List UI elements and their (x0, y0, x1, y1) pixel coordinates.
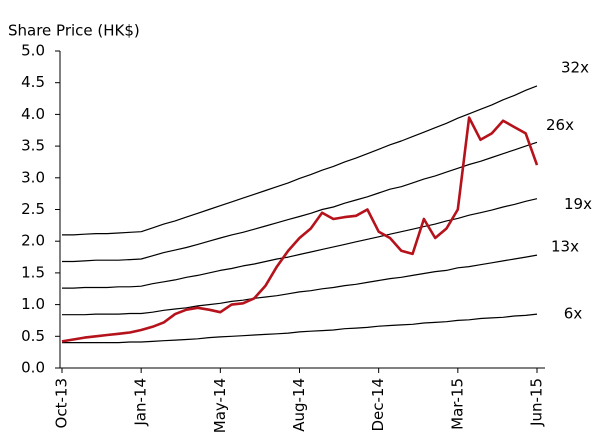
y-tick-label: 0.0 (21, 359, 45, 377)
y-tick-label: 1.5 (21, 263, 45, 281)
pe-band-line (62, 313, 538, 344)
pe-band-line (62, 85, 538, 236)
x-tick-label: Oct-13 (53, 378, 71, 428)
series-label: 6x (564, 305, 583, 323)
pe-band-line (62, 141, 538, 263)
pe-band-line (62, 198, 538, 289)
y-tick-label: 2.0 (21, 232, 45, 250)
y-tick-label: 5.0 (21, 42, 45, 60)
y-tick-label: 3.0 (21, 168, 45, 186)
y-axis-label: Share Price (HK$) (8, 22, 140, 40)
x-tick-label: Jun-15 (528, 378, 546, 427)
x-tick-label: Aug-14 (290, 378, 308, 432)
y-tick-label: 3.5 (21, 137, 45, 155)
series-label: 13x (551, 238, 579, 256)
pe-band-line (62, 254, 538, 316)
y-tick-label: 4.5 (21, 73, 45, 91)
y-tick-label: 4.0 (21, 105, 45, 123)
x-tick-label: Dec-14 (369, 378, 387, 432)
y-tick-label: 1.0 (21, 295, 45, 313)
price-line (61, 116, 539, 343)
series-label: 19x (564, 195, 592, 213)
x-tick-label: Jan-14 (132, 378, 150, 427)
y-tick-label: 0.5 (21, 327, 45, 345)
series-label: 32x (561, 58, 589, 76)
x-tick-label: Mar-15 (448, 378, 466, 430)
y-tick-label: 2.5 (21, 200, 45, 218)
series-label: 26x (546, 116, 574, 134)
x-tick-label: May-14 (211, 378, 229, 433)
